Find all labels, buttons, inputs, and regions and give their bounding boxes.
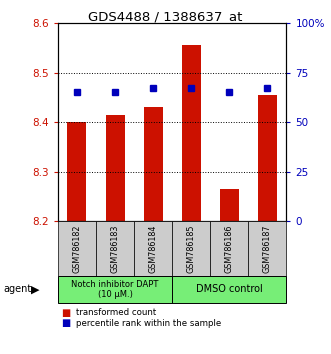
- Bar: [258, 95, 277, 221]
- Text: GSM786184: GSM786184: [149, 224, 158, 273]
- Text: GSM786183: GSM786183: [111, 224, 119, 273]
- Text: Notch inhibitor DAPT
(10 μM.): Notch inhibitor DAPT (10 μM.): [71, 280, 159, 299]
- Text: GSM786187: GSM786187: [263, 224, 272, 273]
- Text: GSM786185: GSM786185: [187, 224, 196, 273]
- Text: percentile rank within the sample: percentile rank within the sample: [76, 319, 221, 328]
- Text: DMSO control: DMSO control: [196, 284, 262, 295]
- Bar: [182, 45, 201, 221]
- Bar: [220, 189, 239, 221]
- Text: agent: agent: [3, 284, 31, 295]
- Bar: [68, 122, 86, 221]
- Text: GSM786182: GSM786182: [72, 224, 81, 273]
- Text: GDS4488 / 1388637_at: GDS4488 / 1388637_at: [88, 10, 243, 23]
- Text: ▶: ▶: [31, 284, 40, 295]
- Text: transformed count: transformed count: [76, 308, 156, 317]
- Text: ■: ■: [61, 318, 71, 328]
- Text: GSM786186: GSM786186: [225, 224, 234, 273]
- Text: ■: ■: [61, 308, 71, 318]
- Bar: [144, 107, 163, 221]
- Bar: [106, 115, 124, 221]
